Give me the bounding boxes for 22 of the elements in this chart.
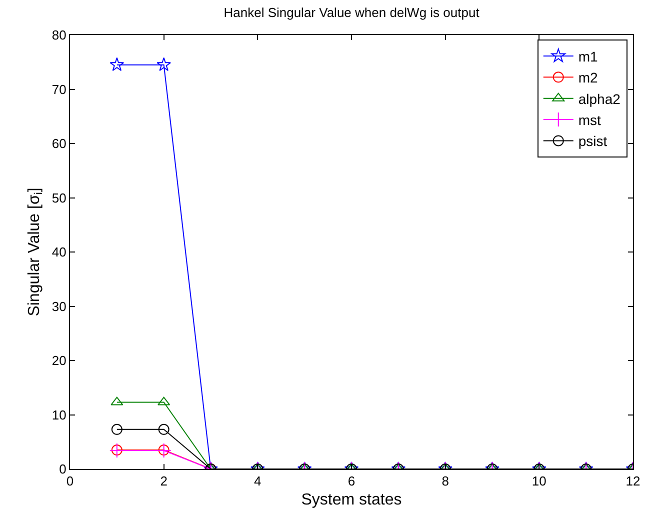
legend-label: psist [578, 133, 608, 150]
y-tick-label: 30 [52, 298, 66, 314]
x-tick-label: 8 [442, 474, 449, 489]
x-tick-label: 12 [626, 474, 640, 489]
legend-label: mst [578, 112, 602, 128]
y-tick-label: 60 [52, 136, 66, 152]
x-tick-label: 2 [160, 474, 168, 489]
legend-label: alpha2 [578, 90, 621, 107]
y-tick-label: 80 [52, 28, 66, 43]
y-tick-label: 50 [52, 190, 66, 206]
y-tick-label: 70 [52, 82, 66, 97]
x-axis-title: System states [301, 491, 402, 508]
y-tick-label: 0 [59, 462, 66, 477]
legend-label: m2 [578, 70, 598, 86]
x-tick-label: 10 [532, 474, 546, 489]
y-tick-label: 20 [52, 353, 66, 368]
y-tick-label: 10 [52, 407, 66, 422]
x-tick-label: 4 [254, 474, 262, 489]
x-tick-label: 6 [348, 474, 356, 489]
chart-title: Hankel Singular Value when delWg is output [224, 4, 480, 20]
y-tick-label: 40 [52, 244, 66, 260]
legend-label: m1 [578, 48, 598, 64]
